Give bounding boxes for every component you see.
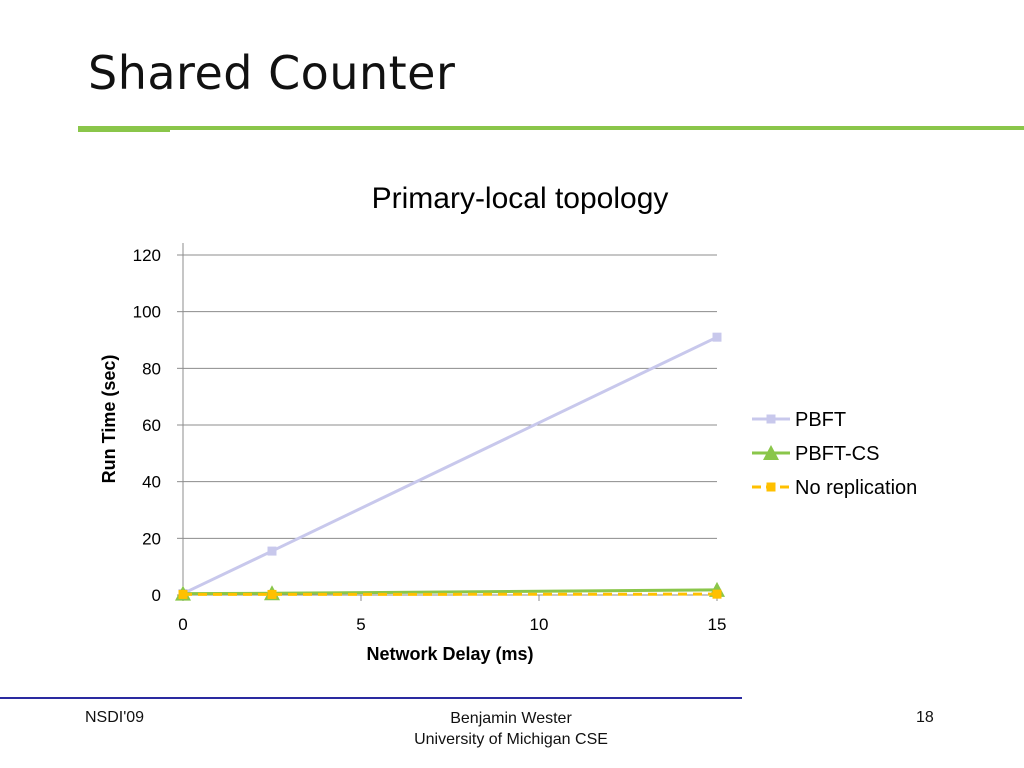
y-tick-label-20: 20 bbox=[142, 529, 161, 548]
legend-item-1: PBFT-CS bbox=[752, 443, 879, 465]
footer-author-name: Benjamin Wester bbox=[450, 710, 572, 727]
series-0-line bbox=[182, 335, 718, 595]
legend-item-0: PBFT bbox=[752, 409, 846, 431]
series-0-point-1 bbox=[267, 546, 277, 556]
footer-page-number: 18 bbox=[916, 709, 934, 726]
title-underline bbox=[78, 126, 1024, 130]
chart-gridlines bbox=[183, 254, 717, 596]
series-0 bbox=[178, 332, 722, 599]
x-tick-label-15: 15 bbox=[708, 615, 727, 634]
footer-author-affiliation: University of Michigan CSE bbox=[414, 731, 608, 748]
legend-swatch-marker-2 bbox=[766, 482, 776, 492]
series-2-point-2 bbox=[712, 589, 722, 599]
series-1 bbox=[175, 581, 725, 601]
series-2-point-1 bbox=[267, 589, 277, 599]
chart-legend: PBFT PBFT-CS No replication bbox=[752, 409, 917, 499]
chart-series bbox=[175, 332, 725, 601]
series-2-point-0 bbox=[178, 589, 188, 599]
y-tick-label-40: 40 bbox=[142, 473, 161, 492]
x-tick-label-10: 10 bbox=[530, 615, 549, 634]
title-underline-accent bbox=[78, 130, 170, 132]
legend-label-0: PBFT bbox=[795, 409, 846, 431]
legend-label-2: No replication bbox=[795, 477, 917, 499]
slide-title: Shared Counter bbox=[88, 46, 456, 100]
y-axis-title: Run Time (sec) bbox=[99, 355, 119, 484]
y-tick-label-80: 80 bbox=[142, 359, 161, 378]
x-tick-label-0: 0 bbox=[178, 615, 187, 634]
footer-rule bbox=[0, 697, 742, 699]
y-tick-label-60: 60 bbox=[142, 416, 161, 435]
legend-swatch-marker-0 bbox=[766, 414, 776, 424]
chart-title: Primary-local topology bbox=[372, 182, 669, 215]
y-axis-ticks: 0 20 40 60 80 100 120 bbox=[133, 246, 183, 605]
x-axis-ticks: 0 5 10 15 bbox=[178, 595, 726, 634]
x-axis-title: Network Delay (ms) bbox=[366, 644, 533, 664]
footer-conference: NSDI'09 bbox=[85, 709, 145, 726]
y-tick-label-120: 120 bbox=[133, 246, 161, 265]
series-2 bbox=[178, 589, 722, 599]
y-tick-label-0: 0 bbox=[152, 586, 161, 605]
y-tick-label-100: 100 bbox=[133, 303, 161, 322]
series-0-point-2 bbox=[712, 332, 722, 342]
legend-label-1: PBFT-CS bbox=[795, 443, 879, 465]
legend-swatch-marker-1 bbox=[763, 445, 779, 460]
legend-item-2: No replication bbox=[752, 477, 917, 499]
x-tick-label-5: 5 bbox=[356, 615, 365, 634]
footer-author: Benjamin Wester University of Michigan C… bbox=[381, 708, 641, 750]
